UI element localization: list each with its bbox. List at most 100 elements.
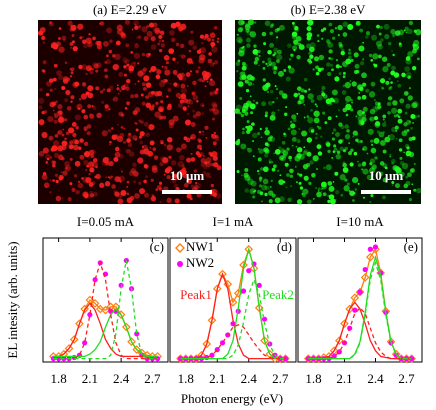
spot	[274, 149, 281, 155]
spot	[316, 105, 318, 108]
spot	[341, 90, 347, 95]
spot	[148, 22, 155, 28]
spot	[282, 180, 286, 184]
spot	[342, 71, 346, 75]
spot	[276, 54, 283, 61]
spot	[267, 57, 272, 62]
spot	[413, 29, 417, 33]
spot	[331, 89, 338, 96]
image-background	[38, 20, 222, 204]
spot	[64, 61, 68, 65]
spot	[116, 87, 120, 91]
spot	[152, 147, 157, 152]
spot	[128, 151, 135, 157]
spot	[193, 169, 197, 173]
spot	[127, 134, 132, 139]
spot	[57, 129, 63, 135]
spot	[260, 136, 263, 139]
spot	[71, 121, 77, 127]
spot	[267, 100, 273, 106]
spot	[251, 122, 255, 126]
spot	[118, 153, 124, 159]
spot	[240, 113, 244, 118]
spot	[172, 69, 178, 75]
spot	[213, 25, 218, 30]
spot	[264, 192, 268, 197]
spot	[178, 27, 183, 32]
spot	[169, 30, 175, 36]
spot	[291, 137, 297, 142]
spot	[209, 62, 215, 67]
spot	[266, 64, 269, 67]
spot	[58, 27, 62, 30]
spot	[42, 147, 49, 154]
spot	[93, 63, 99, 69]
spot	[209, 153, 214, 157]
spot	[52, 163, 56, 168]
spot	[151, 164, 158, 171]
spot	[307, 199, 312, 205]
spot	[317, 187, 321, 191]
spot	[167, 88, 172, 93]
spot	[267, 61, 273, 66]
spot	[204, 71, 211, 79]
spot	[213, 60, 219, 65]
spot	[78, 98, 82, 101]
spot	[377, 104, 382, 110]
spot	[215, 88, 219, 92]
spot	[391, 158, 396, 164]
spot	[258, 148, 264, 154]
spot	[174, 72, 178, 76]
spot	[377, 102, 381, 106]
spot	[382, 118, 385, 121]
spot	[95, 165, 98, 169]
spot	[347, 51, 352, 55]
spot	[85, 37, 92, 44]
marker-diamond	[121, 322, 131, 332]
panel-title: I=0.05 mA	[77, 214, 135, 229]
spot	[391, 50, 393, 52]
spot	[110, 175, 113, 178]
spot	[278, 179, 285, 185]
spot	[154, 29, 161, 35]
spot	[141, 101, 146, 106]
marker-diamond	[355, 287, 365, 297]
spot	[148, 70, 152, 73]
spot	[261, 184, 268, 191]
spot	[302, 150, 308, 156]
spot	[91, 68, 94, 71]
spot	[126, 180, 130, 184]
spot	[397, 108, 403, 114]
spot	[265, 185, 270, 191]
spot	[344, 124, 349, 129]
spot	[273, 66, 278, 70]
spot	[237, 59, 241, 63]
spot	[216, 40, 219, 43]
spot	[357, 84, 364, 91]
spot	[202, 155, 205, 157]
spot	[102, 88, 106, 92]
spot	[180, 83, 186, 89]
spot	[352, 130, 358, 136]
x-tick-label: 2.7	[398, 371, 415, 386]
spot	[246, 147, 249, 150]
spot	[57, 104, 63, 110]
scale-bar-label: 10 μm	[170, 168, 205, 183]
marker-diamond	[281, 354, 290, 363]
spot	[252, 140, 255, 142]
spot	[290, 53, 294, 57]
spot	[109, 39, 113, 44]
spot	[309, 46, 315, 53]
spot	[355, 115, 358, 118]
spot	[211, 133, 214, 136]
spot	[406, 28, 413, 35]
spot	[166, 137, 173, 143]
spot	[151, 104, 155, 108]
spot	[283, 132, 286, 136]
spot	[114, 53, 121, 61]
spot	[211, 38, 215, 42]
spot	[258, 176, 263, 181]
spot	[292, 38, 297, 44]
spot	[348, 151, 353, 156]
spot	[183, 55, 186, 57]
